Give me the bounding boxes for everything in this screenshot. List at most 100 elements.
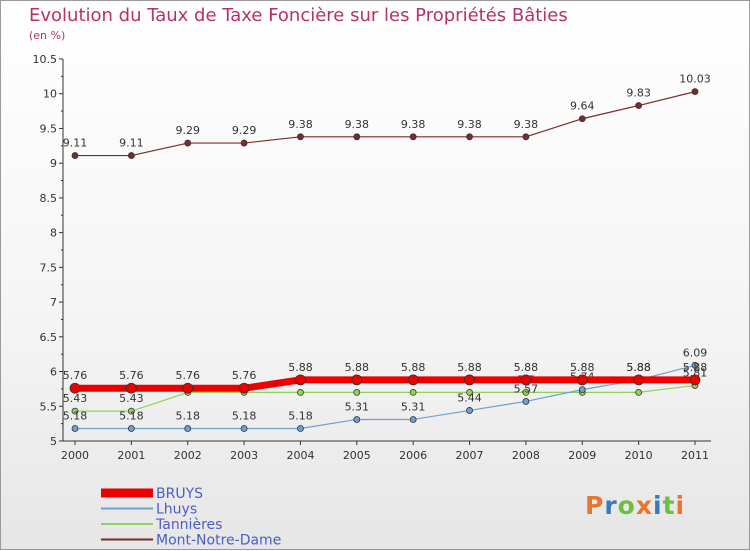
y-tick-label: 7: [50, 296, 57, 309]
data-point: [353, 416, 361, 423]
y-tick-label: 10: [43, 88, 57, 101]
data-label: 5.81: [683, 366, 708, 379]
data-point: [635, 388, 643, 396]
legend-item: Mont-Notre-Dame: [101, 533, 281, 549]
data-point: [633, 374, 645, 386]
y-tick-label: 9.5: [40, 122, 58, 135]
data-label: 5.18: [119, 409, 144, 422]
data-point: [238, 382, 250, 394]
y-tick-label: 9: [50, 157, 57, 170]
data-label: 9.38: [288, 118, 313, 131]
series-line: [75, 91, 696, 157]
data-point: [69, 382, 81, 394]
data-point: [578, 386, 586, 394]
data-label: 5.88: [570, 361, 595, 374]
y-tick-label: 6.5: [40, 331, 58, 344]
y-tick-label: 7.5: [40, 261, 58, 274]
legend-label: Mont-Notre-Dame: [156, 533, 281, 549]
data-point: [184, 425, 192, 432]
data-point: [635, 102, 643, 109]
data-label: 5.57: [514, 382, 539, 395]
series-mont-notre-dame: 9.11 9.11 9.29 9.29 9.38 9.38 9.38 9.38 9.38 9.64…: [63, 73, 711, 159]
data-point: [409, 133, 417, 141]
legend-item: Lhuys: [101, 502, 197, 518]
data-point: [522, 398, 530, 405]
data-label: 5.88: [345, 361, 370, 374]
data-label: 5.88: [626, 361, 651, 374]
chart-subtitle: (en %): [29, 29, 66, 42]
y-tick-label: 6: [50, 366, 57, 379]
data-point: [520, 374, 532, 386]
data-label: 9.29: [232, 124, 257, 137]
series-line: [75, 384, 696, 412]
data-point: [466, 133, 473, 141]
data-label: 5.88: [626, 361, 651, 374]
data-point: [297, 388, 304, 396]
data-point: [522, 133, 530, 141]
x-tick-label: 2002: [174, 449, 202, 462]
data-point: [127, 152, 135, 159]
data-point: [466, 388, 473, 396]
data-label: 5.88: [401, 361, 426, 374]
proxiti-logo: Proxiti: [585, 491, 685, 520]
data-label: 5.31: [401, 400, 426, 413]
x-tick-label: 2004: [286, 449, 314, 462]
y-tick-label: 8.5: [40, 192, 58, 205]
data-point: [409, 416, 417, 423]
data-point: [127, 425, 135, 432]
data-label: 9.38: [345, 118, 370, 131]
data-point: [409, 388, 417, 396]
chart-title: Evolution du Taux de Taxe Foncière sur l…: [29, 5, 568, 26]
legend-item: Tannières: [101, 517, 222, 533]
series-line: [75, 364, 696, 430]
series-line: [75, 376, 695, 392]
legend-label: Lhuys: [156, 502, 197, 518]
data-point: [71, 152, 79, 159]
data-label: 5.76: [175, 369, 200, 382]
data-label: 5.31: [345, 400, 370, 413]
data-point: [464, 374, 475, 386]
legend-item: BRUYS: [101, 486, 203, 502]
data-label: 9.38: [457, 118, 482, 131]
data-label: 9.11: [63, 137, 88, 150]
data-point: [576, 374, 588, 386]
x-tick-label: 2000: [61, 449, 89, 462]
data-point: [71, 425, 79, 432]
data-label: 5.18: [175, 409, 200, 422]
x-tick-label: 2009: [568, 449, 596, 462]
data-point: [466, 407, 473, 414]
data-label: 5.43: [119, 392, 144, 405]
logo-letter: P: [585, 491, 605, 520]
y-tick-label: 5.5: [40, 400, 58, 413]
logo-letter: r: [604, 491, 618, 520]
data-point: [691, 88, 699, 96]
data-label: 10.03: [679, 73, 711, 86]
series-bruys: 5.76 5.76 5.76 5.76 5.88 5.88 5.88 5.88 5.88 5.88…: [63, 361, 707, 394]
data-point: [522, 388, 530, 396]
data-label: 5.44: [457, 391, 482, 404]
data-point: [578, 115, 586, 123]
y-tick-label: 8: [50, 227, 57, 240]
data-point: [184, 139, 192, 147]
data-label: 9.38: [514, 118, 539, 131]
data-label: 5.18: [232, 409, 257, 422]
data-point: [353, 133, 361, 141]
data-label: 5.76: [232, 369, 257, 382]
data-point: [353, 388, 361, 396]
data-point: [297, 425, 304, 432]
x-tick-label: 2011: [681, 449, 709, 462]
data-label: 9.64: [570, 100, 595, 113]
data-point: [127, 407, 135, 415]
data-point: [295, 374, 306, 386]
data-label: 9.38: [401, 118, 426, 131]
data-label: 5.18: [63, 409, 88, 422]
x-tick-label: 2006: [399, 449, 427, 462]
data-label: 6.09: [683, 346, 708, 359]
data-label: 5.76: [63, 369, 88, 382]
x-tick-label: 2010: [625, 449, 653, 462]
data-point: [125, 382, 137, 394]
logo-letter: i: [653, 491, 663, 520]
x-tick-label: 2007: [456, 449, 484, 462]
data-label: 5.88: [514, 361, 539, 374]
